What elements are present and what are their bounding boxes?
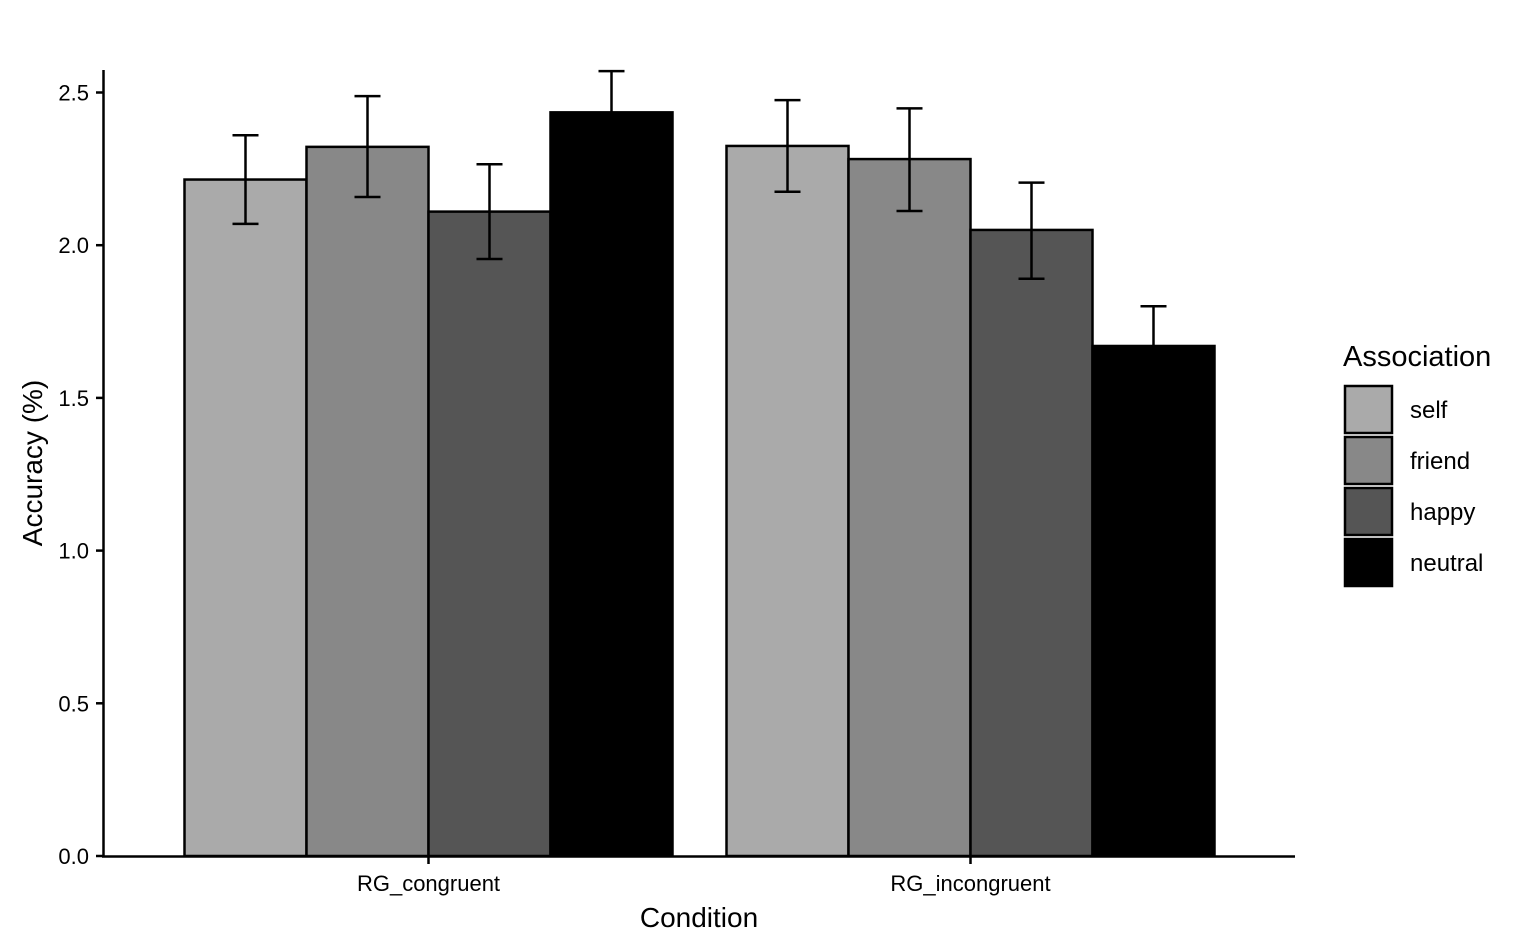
legend-label: neutral [1410, 550, 1483, 577]
legend-swatch [1343, 384, 1394, 435]
x-tick-label: RG_congruent [357, 871, 500, 896]
legend-items: self friend happy neutral [1343, 384, 1483, 588]
y-ticks-layer: 0.0 0.5 1.0 1.5 2.0 2.5 [58, 81, 104, 869]
y-axis-title: Accuracy (%) [17, 380, 48, 546]
bar-neutral-RG_congruent [549, 111, 674, 858]
bar-self-RG_incongruent [725, 144, 850, 858]
y-tick-label: 0.0 [58, 844, 89, 869]
legend-title: Association [1343, 341, 1491, 373]
legend-label: happy [1410, 499, 1475, 526]
legend-label: friend [1410, 448, 1470, 475]
x-ticks-layer: RG_congruent RG_incongruent [357, 856, 1051, 896]
error-bar-friend-RG_congruent [354, 94, 381, 199]
legend-label: self [1410, 397, 1448, 424]
y-tick-label: 2.5 [58, 81, 89, 106]
bar-happy-RG_incongruent [969, 228, 1094, 858]
y-tick-label: 2.0 [58, 233, 89, 258]
legend-item-happy: happy [1343, 486, 1475, 537]
legend: Association self friend happy neutral [1343, 341, 1491, 588]
legend-item-self: self [1343, 384, 1448, 435]
error-bars-layer [232, 69, 1167, 387]
error-bar-self-RG_incongruent [774, 98, 801, 194]
bar-friend-RG_congruent [305, 145, 430, 858]
x-axis-title: Condition [640, 902, 758, 933]
x-tick-label: RG_incongruent [890, 871, 1050, 896]
error-bar-neutral-RG_congruent [598, 69, 625, 157]
bar-neutral-RG_incongruent [1091, 344, 1216, 858]
y-tick-label: 1.5 [58, 386, 89, 411]
axes-layer [102, 70, 1295, 858]
y-tick-label: 0.5 [58, 691, 89, 716]
legend-item-neutral: neutral [1343, 537, 1483, 588]
legend-swatch [1343, 435, 1394, 486]
bar-happy-RG_congruent [427, 210, 552, 858]
error-bar-friend-RG_incongruent [896, 107, 923, 213]
legend-swatch [1343, 537, 1394, 588]
y-tick-label: 1.0 [58, 539, 89, 564]
legend-item-friend: friend [1343, 435, 1470, 486]
bar-friend-RG_incongruent [847, 157, 972, 858]
legend-swatch [1343, 486, 1394, 537]
error-bar-neutral-RG_incongruent [1140, 305, 1167, 387]
bars-layer [183, 111, 1216, 858]
bar-self-RG_congruent [183, 178, 308, 858]
error-bar-happy-RG_congruent [476, 163, 503, 261]
error-bar-self-RG_congruent [232, 134, 259, 226]
error-bar-happy-RG_incongruent [1018, 181, 1045, 281]
